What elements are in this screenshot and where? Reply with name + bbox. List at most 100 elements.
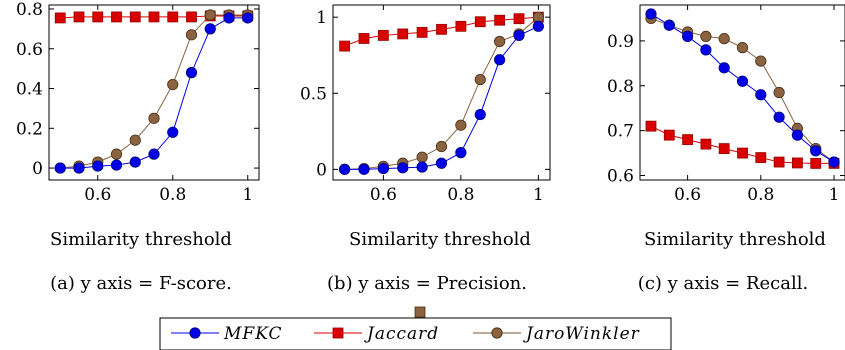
x-axis-label: Similarity threshold — [50, 229, 232, 250]
data-point-jaccard — [810, 157, 822, 169]
y-tick-label: 0.5 — [300, 84, 327, 104]
legend-marker — [491, 327, 503, 339]
data-point-jarowinkler — [474, 73, 486, 86]
data-point-jarowinkler — [736, 42, 749, 54]
data-point-jaccard — [494, 14, 506, 26]
series-line-mfkc — [650, 13, 835, 163]
data-point-jarowinkler — [204, 9, 216, 21]
data-point-jaccard — [186, 11, 197, 23]
data-point-jaccard — [755, 152, 767, 163]
data-point-jaccard — [792, 157, 803, 169]
data-point-jaccard — [718, 143, 730, 154]
data-point-jaccard — [397, 28, 409, 40]
legend-items: MFKC Jaccard JaroWinkler — [171, 324, 639, 344]
data-point-jarowinkler — [416, 151, 428, 163]
data-point-jarowinkler — [129, 134, 141, 146]
data-point-jaccard — [737, 147, 748, 159]
data-point-jaccard — [92, 11, 104, 23]
series-jaccard — [645, 120, 840, 169]
y-tick-label: 1 — [316, 8, 327, 28]
chart-panel-2: 0.6 0.8 1 0 0.5 1 Similarity threshold (b) y ax… — [300, 4, 551, 294]
data-point-mfkc — [358, 163, 370, 175]
data-point-mfkc — [416, 161, 428, 173]
data-point-jaccard — [111, 11, 122, 23]
data-point-jaccard — [773, 156, 785, 168]
legend-label: Jaccard — [364, 324, 439, 344]
data-point-jaccard — [129, 11, 141, 23]
subfigure-caption: (b) y axis = Precision. — [327, 273, 527, 294]
data-point-mfkc — [204, 23, 216, 35]
data-point-mfkc — [645, 8, 657, 20]
legend-item-jaccard: Jaccard — [314, 324, 439, 344]
data-point-mfkc — [736, 75, 749, 87]
y-tick-label: 0.2 — [16, 119, 43, 139]
x-tick-label: 1 — [242, 185, 253, 205]
data-point-mfkc — [455, 147, 467, 159]
series-line-mfkc — [60, 17, 248, 169]
legend-marker — [332, 327, 344, 339]
legend-item-jarowinkler: JaroWinkler — [473, 324, 639, 344]
chart-panel-1: 0.6 0.8 1 0 0.2 0.4 0.6 0.8 Similarity threshold… — [16, 0, 260, 294]
x-axis-label: Similarity threshold — [644, 229, 826, 250]
data-point-mfkc — [435, 157, 448, 169]
x-tick-label: 1 — [533, 185, 544, 205]
legend-item-mfkc: MFKC — [171, 324, 282, 344]
series-jaccard — [339, 11, 544, 52]
data-point-jaccard — [436, 23, 447, 35]
x-tick-label: 0.6 — [370, 185, 397, 205]
data-point-jarowinkler — [755, 55, 767, 67]
data-point-mfkc — [377, 162, 389, 175]
data-point-mfkc — [718, 62, 730, 74]
data-point-mfkc — [828, 156, 840, 168]
y-tick-label: 0.9 — [607, 32, 634, 52]
data-point-jaccard — [377, 30, 389, 41]
data-point-jaccard — [682, 134, 693, 146]
data-point-jaccard — [358, 33, 370, 44]
data-point-mfkc — [167, 126, 179, 138]
data-point-mfkc — [339, 163, 351, 175]
x-tick-label: 1 — [829, 185, 840, 205]
legend-label: MFKC — [223, 324, 282, 344]
data-point-jaccard — [474, 16, 486, 28]
data-point-jaccard — [148, 11, 160, 23]
data-point-jarowinkler — [148, 112, 160, 124]
data-point-jarowinkler — [455, 119, 467, 131]
series-line-jarowinkler — [650, 17, 835, 163]
data-point-mfkc — [223, 12, 235, 24]
x-tick-label: 0.6 — [674, 185, 701, 205]
data-point-jaccard — [645, 120, 657, 132]
data-point-jarowinkler — [494, 35, 506, 48]
data-point-jarowinkler — [167, 78, 179, 91]
x-tick-label: 0.8 — [159, 185, 186, 205]
y-tick-label: 0.7 — [607, 122, 634, 142]
x-tick-label: 0.8 — [447, 185, 474, 205]
data-point-mfkc — [494, 54, 506, 66]
data-point-jaccard — [513, 13, 525, 25]
data-point-mfkc — [185, 67, 198, 79]
data-point-mfkc — [663, 19, 675, 31]
data-point-jaccard — [339, 40, 351, 52]
data-point-mfkc — [791, 129, 804, 141]
data-point-jaccard — [663, 129, 675, 141]
data-point-mfkc — [129, 156, 141, 168]
data-point-jarowinkler — [773, 86, 785, 99]
series-jarowinkler — [339, 11, 544, 175]
data-point-jarowinkler — [185, 29, 198, 41]
data-point-jaccard — [416, 26, 428, 38]
data-point-mfkc — [242, 12, 254, 24]
data-point-jaccard — [455, 20, 467, 32]
series-mfkc — [645, 8, 840, 168]
data-point-mfkc — [681, 30, 694, 43]
data-point-mfkc — [513, 29, 525, 42]
chart-panel-3: 0.6 0.8 1 0.6 0.7 0.8 0.9 Similarity threshold (… — [607, 4, 845, 294]
data-point-jarowinkler — [718, 33, 730, 45]
chart-panels: 0.6 0.8 1 0 0.2 0.4 0.6 0.8 Similarity threshold… — [16, 0, 845, 294]
plot-frame — [332, 4, 551, 181]
data-point-mfkc — [54, 162, 66, 174]
x-axis-label: Similarity threshold — [349, 229, 531, 250]
legend-marker — [189, 327, 201, 339]
x-tick-label: 0.8 — [747, 185, 774, 205]
y-tick-label: 0.8 — [16, 0, 43, 20]
data-point-jaccard — [54, 12, 66, 24]
